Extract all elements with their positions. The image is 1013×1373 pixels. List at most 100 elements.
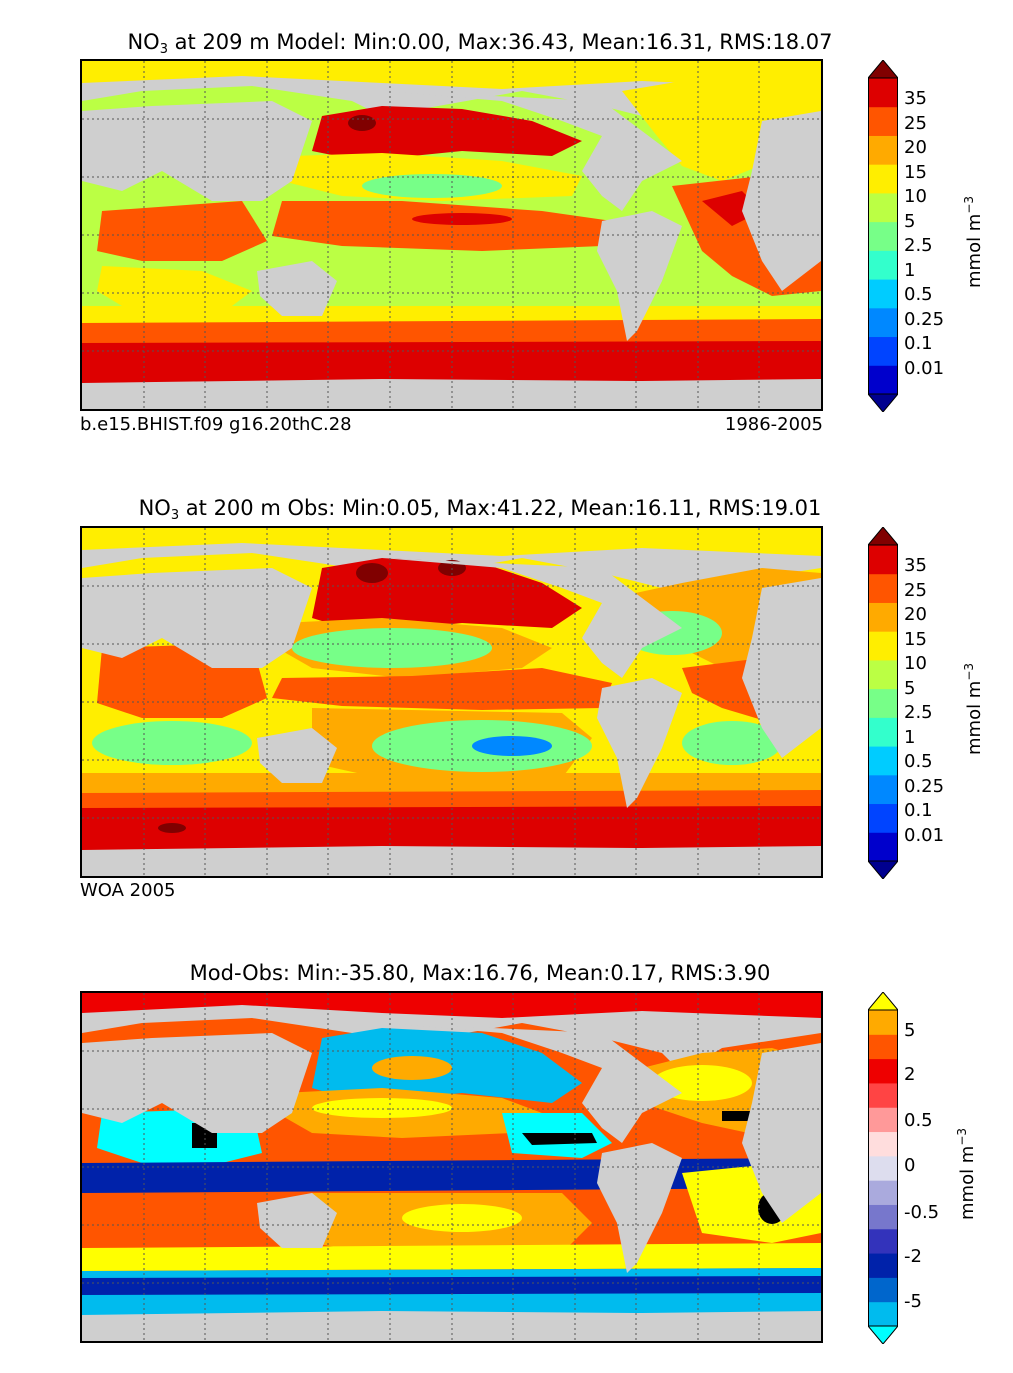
cbar-tick: 0.5 [904, 284, 933, 305]
cbar-tick: 15 [904, 629, 927, 650]
asia [82, 101, 312, 201]
map-model [80, 59, 823, 411]
title-text: at 209 m Model: Min:0.00, Max:36.43, Mea… [167, 30, 833, 54]
colorbar-segment [868, 1058, 898, 1084]
asia [82, 568, 312, 668]
map-obs [80, 526, 823, 878]
cbar-tick: 2.5 [904, 235, 933, 256]
cbar-tick: 35 [904, 88, 927, 109]
asia [82, 1033, 312, 1133]
australia [257, 1193, 337, 1248]
north-america [382, 91, 682, 211]
cbar-tick: 0.01 [904, 825, 945, 846]
colorbar-segments [868, 992, 898, 1344]
north-pacific-gyre [292, 628, 492, 668]
eastern-pacific-extreme [522, 1133, 597, 1145]
colorbar-segment [868, 659, 898, 690]
colorbar-segment [868, 803, 898, 833]
cbar-tick: 2.5 [904, 702, 933, 723]
cbar-tick: 20 [904, 604, 927, 625]
africa-europe [742, 578, 821, 758]
title-text: at 200 m Obs: Min:0.05, Max:41.22, Mean:… [179, 496, 822, 520]
colorbar-segment [868, 545, 898, 575]
panel-title: NO3 at 200 m Obs: Min:0.05, Max:41.22, M… [0, 496, 960, 523]
map-diff [80, 991, 823, 1343]
colorbar-svg [868, 527, 898, 879]
equatorial-max [412, 213, 512, 225]
north-pacific-low [362, 174, 502, 198]
colorbar-units: mmol m−3 [955, 1128, 978, 1220]
colorbar-segment [868, 1107, 898, 1133]
equatorial-pacific [272, 668, 612, 710]
africa-europe [742, 1043, 821, 1223]
colorbar [868, 60, 898, 412]
north-pacific-region [312, 106, 582, 161]
colorbar-frame [868, 1009, 898, 1327]
australia [257, 728, 337, 783]
colorbar-segment [868, 164, 898, 194]
cbar-tick: 0.25 [904, 776, 945, 797]
colorbar-segment [868, 221, 898, 251]
colorbar-segment [868, 1253, 898, 1278]
panel-obs: NO3 at 200 m Obs: Min:0.05, Max:41.22, M… [0, 496, 985, 901]
colorbar-svg [868, 60, 898, 412]
south-atlantic-gyre [682, 721, 782, 765]
cbar-tick: 10 [904, 186, 927, 207]
colorbar-segment [868, 602, 898, 632]
footer-period: 1986-2005 [724, 414, 823, 435]
colorbar-segment [868, 135, 898, 165]
cbar-tick: 20 [904, 137, 927, 158]
colorbar-segment [868, 688, 898, 718]
map-svg [82, 61, 821, 409]
colorbar-segment [868, 1034, 898, 1060]
south-pacific-min [472, 736, 552, 756]
colorbar-segment [868, 746, 898, 776]
africa-europe [742, 111, 821, 291]
map-svg [82, 528, 821, 876]
colorbar-segment [868, 336, 898, 366]
grid [82, 528, 821, 876]
colorbar [868, 527, 898, 879]
colorbar-segment [868, 832, 898, 862]
footer-case: b.e15.BHIST.f09 g16.20thC.28 [80, 414, 352, 435]
cbar-tick: 5 [904, 1020, 916, 1041]
colorbar-segment [868, 250, 898, 280]
cbar-tick: -2 [904, 1246, 922, 1267]
colorbar-segment [868, 1180, 898, 1205]
cbar-tick: 0.25 [904, 309, 945, 330]
colorbar-segment [868, 106, 898, 136]
cbar-tick: -5 [904, 1291, 922, 1312]
title-subscript: 3 [170, 508, 180, 523]
south-america [597, 1143, 682, 1273]
antarctica [82, 1311, 821, 1341]
southern-ocean-max [158, 823, 186, 833]
southern-ocean-band [82, 1276, 821, 1295]
grid [82, 61, 821, 409]
north-america [382, 1023, 682, 1143]
cbar-tick: 0.5 [904, 751, 933, 772]
map-svg [82, 993, 821, 1341]
title-subscript: 3 [159, 42, 168, 57]
north-pacific-max-west [356, 563, 388, 583]
grid [82, 993, 821, 1341]
cbar-tick: 15 [904, 162, 927, 183]
south-america [597, 678, 682, 808]
equatorial-pacific [272, 201, 612, 251]
colorbar-svg [868, 992, 898, 1344]
australia [257, 261, 337, 316]
colorbar-segment [868, 1228, 898, 1254]
cbar-tick: 25 [904, 113, 927, 134]
colorbar-segment [868, 1082, 898, 1108]
colorbar-segment [868, 717, 898, 747]
title-species: NO [127, 30, 160, 54]
colorbar-segment [868, 1131, 898, 1157]
cbar-tick: 0 [904, 1155, 916, 1176]
colorbar-segment [868, 774, 898, 805]
colorbar-segment [868, 1204, 898, 1230]
cbar-tick: 1 [904, 260, 916, 281]
colorbar-segment [868, 1010, 898, 1035]
cbar-tick: 5 [904, 211, 916, 232]
cbar-tick: -0.5 [904, 1202, 940, 1223]
colorbar-segment [868, 307, 898, 338]
